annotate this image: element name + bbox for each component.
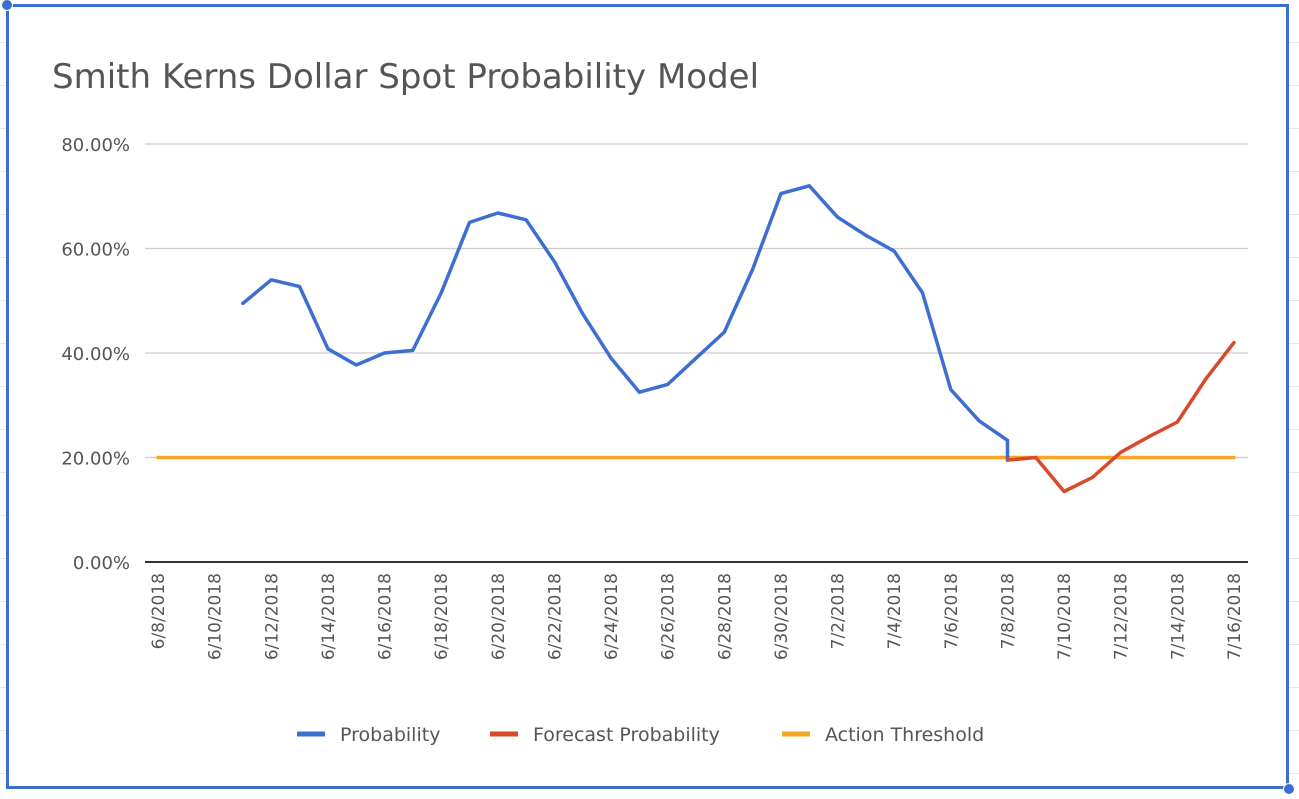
x-tick-label: 7/4/2018 <box>885 573 905 649</box>
chart-title: Smith Kerns Dollar Spot Probability Mode… <box>52 57 759 97</box>
x-tick-label: 6/10/2018 <box>206 573 226 660</box>
legend-label-forecast-probability: Forecast Probability <box>533 724 720 746</box>
x-tick-label: 6/14/2018 <box>319 573 339 660</box>
resize-handle-top-left[interactable] <box>1 0 13 11</box>
x-tick-label: 6/30/2018 <box>772 573 792 660</box>
y-tick-label: 60.00% <box>61 240 130 261</box>
x-tick-label: 6/12/2018 <box>262 573 282 660</box>
x-tick-label: 6/28/2018 <box>715 573 735 660</box>
x-tick-label: 7/6/2018 <box>942 573 962 649</box>
x-tick-label: 6/16/2018 <box>376 573 396 660</box>
x-tick-label: 7/8/2018 <box>998 573 1018 649</box>
x-tick-label: 7/2/2018 <box>829 573 849 649</box>
series-lines <box>156 184 1236 494</box>
x-tick-label: 6/18/2018 <box>432 573 452 660</box>
x-tick-label: 6/26/2018 <box>659 573 679 660</box>
series-line-forecast-probability <box>1005 340 1236 494</box>
x-tick-label: 6/20/2018 <box>489 573 509 660</box>
y-tick-label: 40.00% <box>61 344 130 365</box>
gridlines <box>145 143 1248 563</box>
x-tick-label: 7/16/2018 <box>1225 573 1245 660</box>
x-tick-label: 7/10/2018 <box>1055 573 1075 660</box>
series-line-probability <box>241 184 1010 462</box>
x-tick-label: 6/22/2018 <box>545 573 565 660</box>
x-axis-ticks: 6/8/2018 6/10/2018 6/12/2018 6/14/2018 6/16/… <box>149 573 1245 660</box>
chart-container[interactable] <box>6 4 1289 789</box>
legend: Probability Forecast Probability Action Th… <box>297 724 984 746</box>
y-axis-ticks: 0.00% 20.00% 40.00% 60.00% 80.00% <box>61 135 130 574</box>
x-tick-label: 6/8/2018 <box>149 573 169 649</box>
x-tick-label: 7/12/2018 <box>1112 573 1132 660</box>
resize-handle-bottom-right[interactable] <box>1283 783 1295 795</box>
x-tick-label: 7/14/2018 <box>1168 573 1188 660</box>
x-tick-label: 6/24/2018 <box>602 573 622 660</box>
legend-label-action-threshold: Action Threshold <box>825 724 984 746</box>
legend-label-probability: Probability <box>340 724 440 746</box>
y-tick-label: 80.00% <box>61 135 130 156</box>
y-tick-label: 20.00% <box>61 449 130 470</box>
y-tick-label: 0.00% <box>73 553 130 574</box>
